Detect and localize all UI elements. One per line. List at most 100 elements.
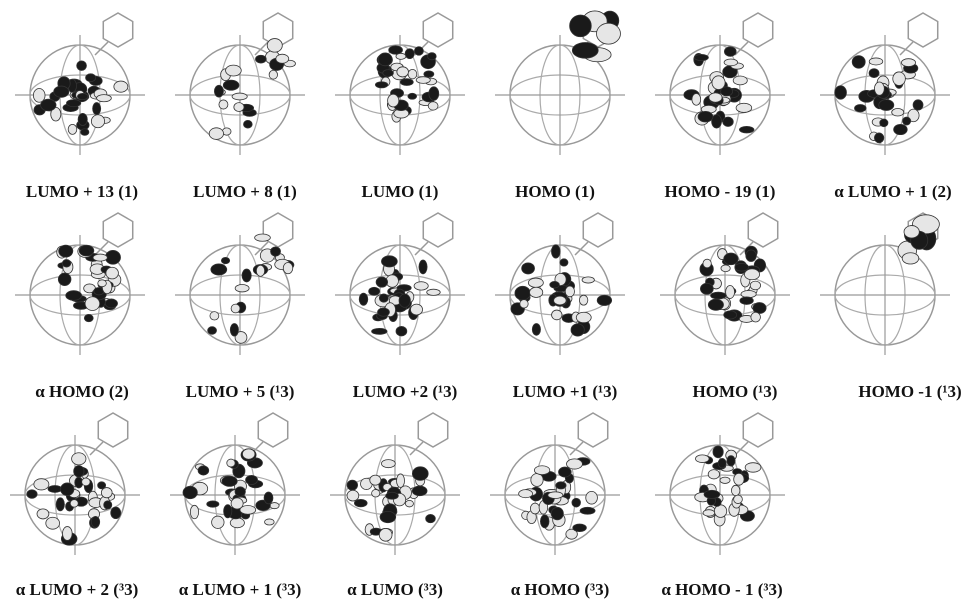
- lobe: [700, 283, 713, 294]
- lobe: [694, 54, 708, 60]
- lobe: [550, 281, 560, 288]
- lobe: [267, 39, 282, 53]
- orbital-image: [495, 11, 625, 155]
- lobe: [913, 100, 923, 110]
- lobe: [56, 498, 64, 511]
- lobe: [522, 263, 535, 274]
- orbital-image: [175, 213, 305, 355]
- orbital-label: LUMO + 13 (1): [26, 182, 138, 201]
- orbital-label: α LUMO (³3): [347, 580, 443, 599]
- lobe: [708, 470, 719, 479]
- lobe: [724, 59, 738, 66]
- lobe: [723, 117, 733, 126]
- lobe: [381, 256, 397, 267]
- lobe: [243, 120, 252, 128]
- lobe: [746, 250, 757, 262]
- lobe: [379, 528, 392, 541]
- lobe: [586, 491, 598, 504]
- lobe: [211, 264, 227, 275]
- lobe: [234, 103, 244, 112]
- lobe: [198, 466, 209, 475]
- lobe: [68, 124, 77, 134]
- lobe: [692, 93, 701, 105]
- lobe: [104, 501, 112, 509]
- orbital-label: α HOMO (2): [35, 382, 129, 401]
- lobe: [70, 500, 78, 507]
- lobe: [901, 59, 915, 67]
- lobe: [214, 85, 223, 97]
- lobe: [93, 254, 107, 261]
- lobe: [66, 100, 80, 107]
- lobe: [256, 265, 264, 276]
- lobe: [724, 253, 738, 265]
- orbital-label: HOMO (1): [515, 182, 595, 201]
- lobe: [713, 446, 723, 458]
- lobe: [376, 277, 388, 287]
- lobe: [414, 282, 428, 290]
- lobe: [704, 490, 720, 498]
- lobe: [731, 485, 739, 495]
- lobe: [724, 47, 736, 57]
- lobe: [85, 297, 100, 311]
- lobe: [428, 53, 437, 60]
- lobe: [84, 314, 93, 321]
- lobe: [530, 287, 543, 297]
- lobe: [372, 490, 380, 497]
- lobe: [276, 54, 289, 63]
- orbital-image: [820, 13, 950, 155]
- lobe: [246, 475, 258, 484]
- lobe: [753, 303, 766, 314]
- lobe: [359, 293, 368, 305]
- lobe: [207, 501, 219, 507]
- lobe: [111, 507, 121, 519]
- lobe: [380, 511, 396, 522]
- lobe: [597, 295, 611, 305]
- lobe: [519, 490, 533, 498]
- lobe: [874, 133, 883, 143]
- lobe: [528, 278, 543, 287]
- orbital-label: HOMO -1 (¹3): [858, 382, 961, 401]
- lobe: [396, 326, 407, 336]
- lobe: [271, 247, 281, 256]
- lobe: [740, 297, 753, 304]
- lobe: [212, 516, 224, 528]
- orbital-label: α HOMO - 1 (³3): [661, 580, 782, 599]
- orbital-image: [175, 13, 305, 155]
- lobe: [750, 281, 760, 290]
- lobe: [567, 459, 583, 469]
- lobe: [751, 312, 761, 322]
- lobe: [416, 77, 430, 84]
- lobe: [74, 465, 84, 477]
- lobe: [745, 463, 761, 473]
- lobe: [242, 449, 254, 459]
- lobe: [78, 113, 87, 125]
- lobe: [414, 47, 423, 56]
- lobe: [894, 124, 908, 134]
- orbital-image: [655, 13, 785, 155]
- orbital-image: [655, 413, 785, 555]
- lobe: [105, 299, 117, 308]
- lobe: [554, 296, 566, 305]
- orbital-label: LUMO +1 (¹3): [513, 382, 618, 401]
- orbital-image: [335, 13, 465, 155]
- lobe: [381, 460, 395, 468]
- lobe: [209, 128, 223, 140]
- lobe: [721, 265, 730, 272]
- lobe: [426, 514, 436, 522]
- lobe: [410, 304, 422, 315]
- lobe: [79, 245, 94, 256]
- lobe: [370, 475, 381, 485]
- lobe: [255, 55, 266, 63]
- lobe: [412, 467, 428, 481]
- lobe: [270, 503, 279, 509]
- lobe: [580, 507, 595, 514]
- lobe: [515, 286, 530, 300]
- lobe: [530, 503, 539, 514]
- orbital-image: [10, 413, 140, 555]
- lobe: [378, 308, 390, 316]
- lobe: [255, 234, 271, 241]
- lobe: [579, 295, 587, 305]
- lobe: [902, 253, 919, 264]
- lobe: [548, 492, 563, 499]
- lobe: [552, 310, 562, 320]
